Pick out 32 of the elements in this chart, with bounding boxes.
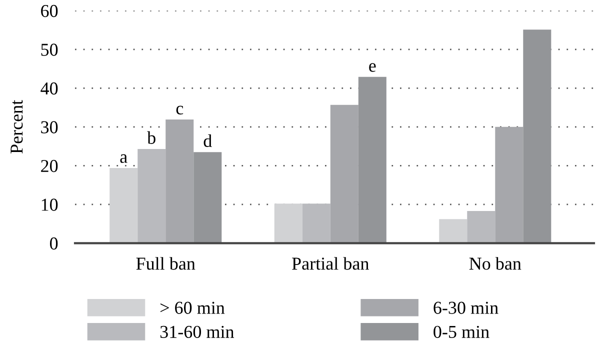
y-axis-title: Percent (10, 100, 23, 154)
legend-label: 6-30 min (434, 302, 498, 314)
y-tick-label: 10 (42, 198, 58, 211)
bar (194, 152, 222, 244)
bar (358, 76, 386, 244)
bar (166, 120, 194, 244)
y-tick-label: 30 (41, 121, 58, 134)
legend-label: 0-5 min (434, 326, 490, 338)
y-tick-label: 0 (50, 237, 58, 250)
x-tick-label: No ban (469, 257, 522, 270)
bar (467, 211, 496, 244)
bar (523, 30, 552, 244)
x-tick-label: Full ban (136, 257, 196, 270)
legend-label: 31-60 min (160, 326, 234, 338)
bar (110, 168, 138, 244)
data-label: b (147, 131, 156, 144)
data-label: e (369, 63, 376, 72)
legend-label: > 60 min (160, 302, 225, 314)
x-tick-label: Partial ban (292, 257, 369, 270)
bar (302, 204, 330, 244)
data-label: a (120, 154, 128, 163)
data-label: c (176, 106, 184, 114)
y-tick-label: 40 (40, 82, 58, 95)
bar (330, 104, 358, 244)
y-tick-label: 60 (41, 4, 58, 18)
bar (274, 204, 302, 244)
y-tick-label: 50 (41, 44, 58, 56)
y-tick-label: 20 (41, 160, 58, 172)
bar (138, 149, 166, 244)
data-label: d (204, 134, 212, 148)
bar (439, 219, 468, 244)
bar (495, 126, 524, 244)
